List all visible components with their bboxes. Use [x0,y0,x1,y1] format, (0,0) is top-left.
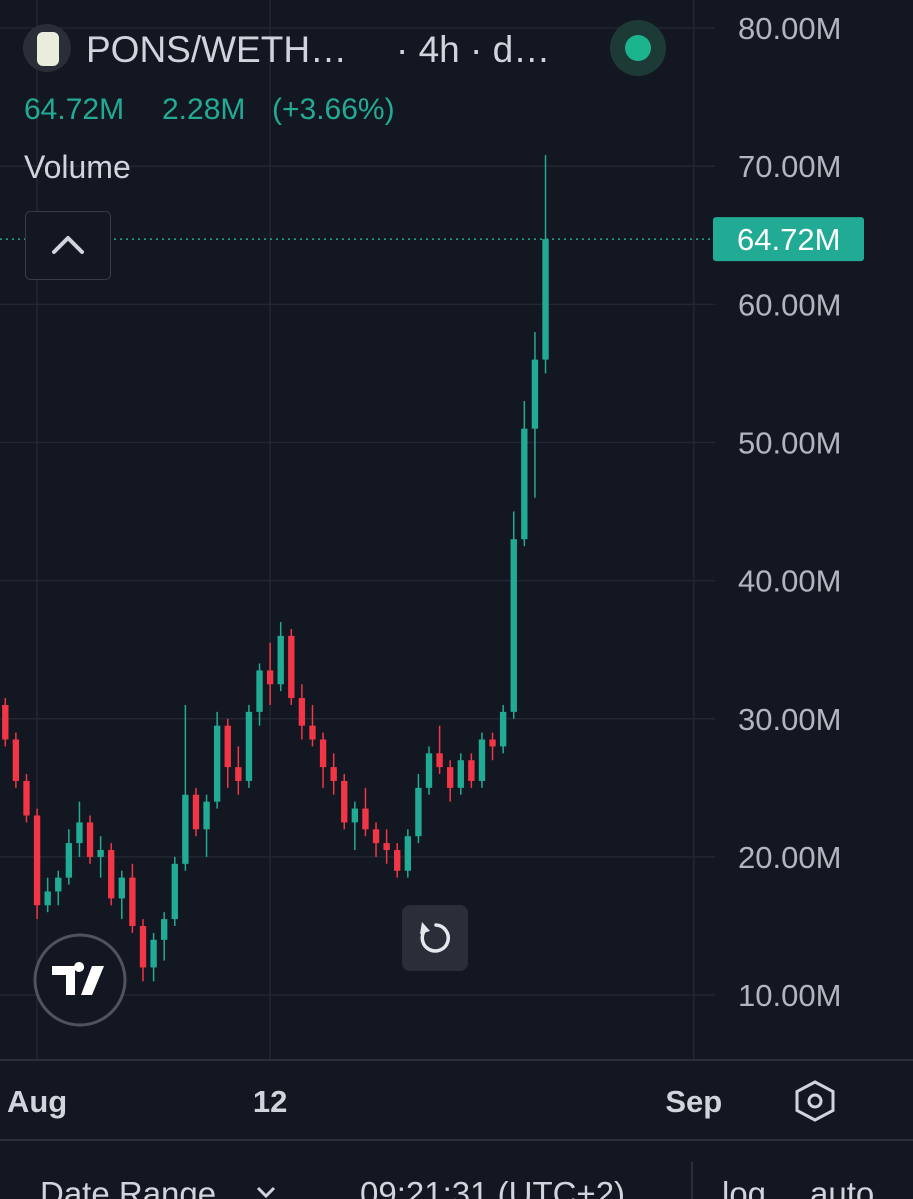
candle-body [542,239,549,360]
candle-body [457,760,464,788]
candle-body [76,822,83,844]
settings-icon-center [807,1093,823,1109]
status-dot [625,35,651,61]
reset-button[interactable] [402,905,468,971]
tv-logo-mark [52,962,104,995]
last-price-label: 64.72M [737,222,840,257]
legend-change: 2.28M [162,93,245,126]
candle-body [351,808,359,823]
y-tick-label: 70.00M [738,149,841,184]
candle-body [330,767,337,781]
candle-body [12,739,20,781]
candle-body [425,753,433,788]
clock[interactable]: 09:21:31 (UTC+2) [360,1175,625,1199]
candle-body [362,808,369,830]
candle-body [150,939,157,968]
candle-body [372,829,380,844]
candle-body [309,725,316,740]
reset-icon [420,923,450,953]
legend-change-pct: (+3.66%) [272,93,395,126]
candle-body [383,843,390,851]
candle-body [266,670,274,685]
x-tick-label: Aug [7,1084,67,1119]
candle-body [182,794,189,864]
y-tick-label: 60.00M [738,287,841,322]
y-tick-label: 40.00M [738,564,841,599]
candle-body [139,925,147,968]
candle-body [118,877,125,899]
log-toggle[interactable]: log [722,1175,766,1199]
candle-body [33,815,41,906]
candle-body [277,635,284,685]
candle-body [161,919,168,940]
y-tick-label: 50.00M [738,425,841,460]
candle-body [86,822,94,857]
candle-body [235,767,242,781]
interval[interactable]: · 4h · d… [396,29,550,70]
candle-body [478,739,486,781]
candle-body [55,877,62,892]
candle-body [521,428,528,540]
candle-body [489,739,496,747]
candle-body [447,767,454,788]
y-tick-label: 10.00M [738,978,841,1013]
candle-body [510,539,517,712]
candle-body [97,850,104,857]
date-range-chevron [256,1186,276,1199]
x-tick-label: 12 [253,1084,287,1119]
grid [0,0,715,1060]
candle-body [404,836,411,871]
settings-icon[interactable] [795,1080,835,1122]
tv-logo[interactable] [33,933,127,1027]
y-tick-label: 80.00M [738,11,841,46]
last-price-box [713,217,864,262]
candle-body [415,787,422,837]
candle-body [129,877,136,926]
candles [2,155,549,982]
candle-body [65,843,73,878]
collapse-button[interactable] [25,211,111,280]
candle-body [108,850,115,899]
date-range[interactable]: Date Range [40,1175,216,1199]
legend-close: 64.72M [24,93,124,126]
candle-body [2,704,9,740]
candle-body [436,753,443,768]
reset-icon-arrow [420,922,430,934]
y-tick-label: 20.00M [738,840,841,875]
candle-body [531,359,539,429]
candle-body [298,698,306,726]
candle-body [44,891,51,906]
token-logo-mark [37,32,59,66]
candle-body [171,863,178,920]
y-tick-label: 30.00M [738,702,841,737]
candle-body [394,850,401,871]
candle-body [499,711,507,747]
symbol[interactable]: PONS/WETH… [86,29,347,70]
candle-body [341,780,348,823]
chevron-up-icon [52,236,84,254]
candle-body [213,725,221,802]
candle-body [245,711,253,781]
candle-body [203,801,210,830]
pane-label: Volume [24,149,131,185]
candle-body [256,670,263,712]
candle-body [224,725,231,768]
candle-body [319,739,327,768]
candle-body [288,635,295,699]
auto-toggle[interactable]: auto [810,1175,874,1199]
x-tick-label: Sep [665,1084,722,1119]
candle-body [23,780,30,816]
candle-body [468,760,475,781]
candle-body [192,794,200,830]
axes: 10.00M 20.00M 30.00M 40.00M 50.00M 60.00M 70.0… [0,11,913,1119]
